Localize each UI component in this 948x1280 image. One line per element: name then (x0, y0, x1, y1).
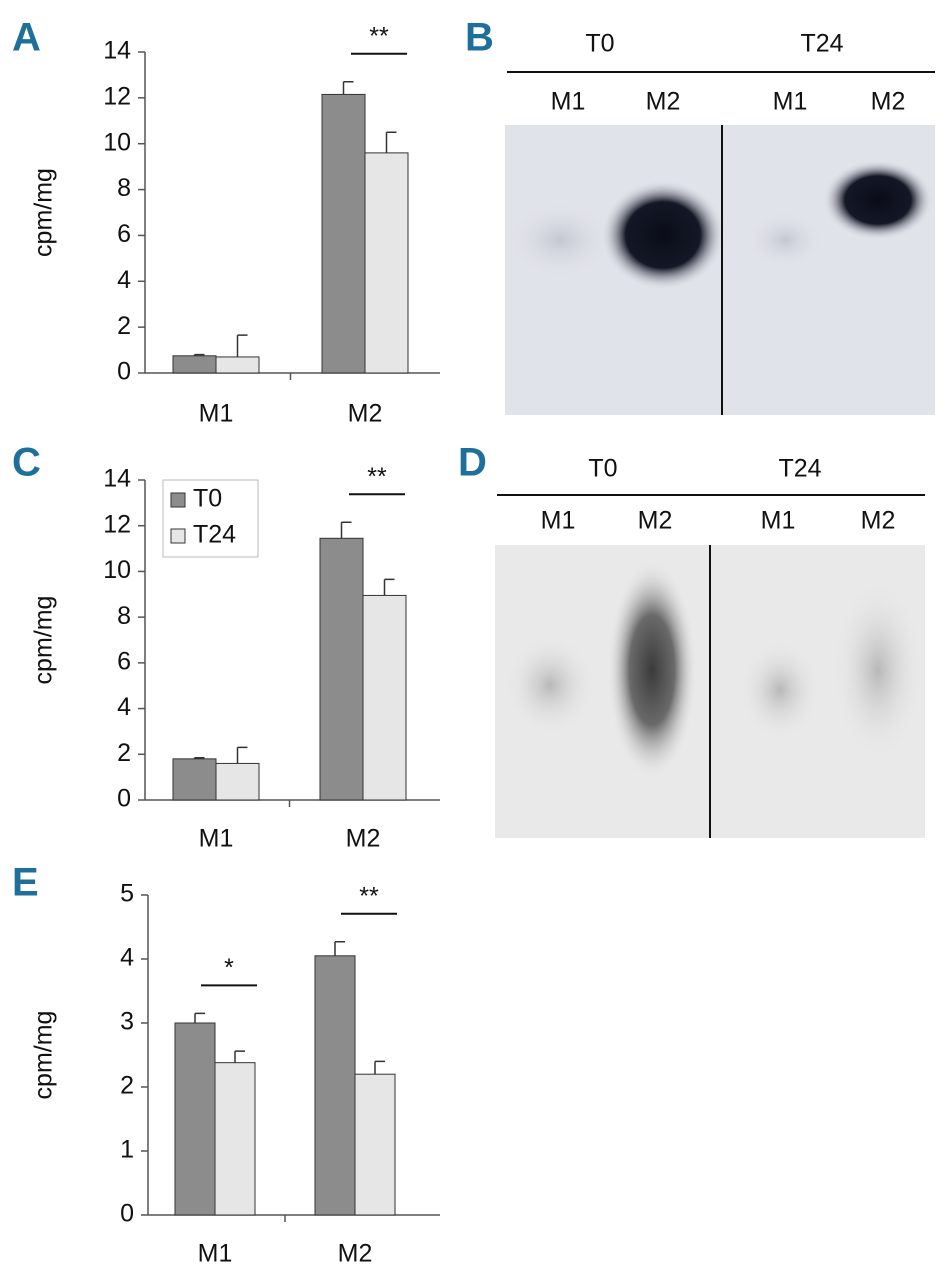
error-bar (236, 746, 248, 764)
bar (354, 1073, 396, 1216)
y-tick-label: 1 (120, 1136, 134, 1164)
y-tick-label: 3 (120, 1008, 134, 1036)
blot-image (495, 545, 925, 838)
y-tick-label: 2 (117, 739, 131, 767)
bar (362, 594, 407, 801)
error-bar (342, 81, 354, 95)
bar (215, 356, 260, 374)
legend-swatch (170, 528, 186, 544)
bar (364, 152, 409, 374)
legend-label: T24 (193, 521, 236, 549)
bar (172, 758, 217, 801)
lane-label: M1 (761, 507, 796, 535)
bar (314, 955, 356, 1216)
lane-label: M1 (541, 507, 576, 535)
panel-letter: D (458, 441, 487, 485)
bar (321, 93, 366, 374)
y-tick-label: 14 (103, 37, 131, 65)
group-label: T0 (585, 30, 614, 58)
x-tick-label: M1 (198, 1240, 233, 1268)
error-bar (374, 1060, 385, 1075)
group-label: T24 (800, 30, 843, 58)
y-axis-label: cpm/mg (30, 596, 58, 685)
y-axis-label: cpm/mg (30, 1011, 58, 1100)
y-tick-label: 4 (120, 944, 134, 972)
lane-label: M2 (871, 88, 906, 116)
lane-label: M2 (638, 507, 673, 535)
legend-label: T0 (193, 485, 222, 513)
significance-label: ** (369, 22, 389, 50)
bar (319, 537, 364, 801)
y-tick-label: 12 (103, 82, 131, 110)
significance-label: ** (359, 882, 379, 910)
x-tick-label: M2 (346, 825, 381, 853)
legend-swatch (170, 492, 186, 508)
y-tick-label: 10 (103, 556, 131, 584)
significance-label: ** (367, 463, 387, 491)
group-label: T24 (778, 455, 821, 483)
panel-letter: B (465, 16, 494, 60)
lane-label: M1 (551, 88, 586, 116)
lane-label: M1 (773, 88, 808, 116)
lane-label: M2 (861, 507, 896, 535)
y-tick-label: 4 (117, 693, 131, 721)
y-tick-label: 0 (117, 785, 131, 813)
y-tick-label: 14 (103, 465, 131, 493)
error-bar (193, 756, 205, 759)
panel-letter: C (12, 441, 41, 485)
blot-image (505, 125, 935, 415)
group-label: T0 (588, 455, 617, 483)
bar (172, 355, 217, 374)
error-bar (334, 940, 345, 956)
y-tick-label: 0 (117, 358, 131, 386)
y-tick-label: 10 (103, 128, 131, 156)
y-tick-label: 12 (103, 510, 131, 538)
panel-letter: A (12, 16, 41, 60)
bar (174, 1022, 216, 1216)
bar (215, 762, 260, 801)
error-bar (236, 334, 248, 357)
y-tick-label: 2 (117, 312, 131, 340)
y-tick-label: 6 (117, 647, 131, 675)
lane-label: M2 (646, 88, 681, 116)
significance-label: * (224, 954, 234, 982)
y-tick-label: 8 (117, 602, 131, 630)
x-tick-label: M2 (348, 400, 383, 428)
x-tick-label: M2 (338, 1240, 373, 1268)
panel-letter: E (12, 861, 39, 905)
x-tick-label: M1 (199, 400, 234, 428)
error-bar (383, 578, 395, 596)
bar (214, 1062, 256, 1216)
y-tick-label: 8 (117, 174, 131, 202)
error-bar (193, 353, 205, 356)
error-bar (340, 521, 352, 539)
error-bar (194, 1012, 205, 1023)
y-tick-label: 5 (120, 880, 134, 908)
error-bar (234, 1050, 245, 1063)
y-tick-label: 4 (117, 266, 131, 294)
error-bar (385, 131, 397, 153)
y-tick-label: 6 (117, 220, 131, 248)
y-axis-label: cpm/mg (30, 168, 58, 257)
y-tick-label: 2 (120, 1072, 134, 1100)
y-tick-label: 0 (120, 1200, 134, 1228)
x-tick-label: M1 (199, 825, 234, 853)
